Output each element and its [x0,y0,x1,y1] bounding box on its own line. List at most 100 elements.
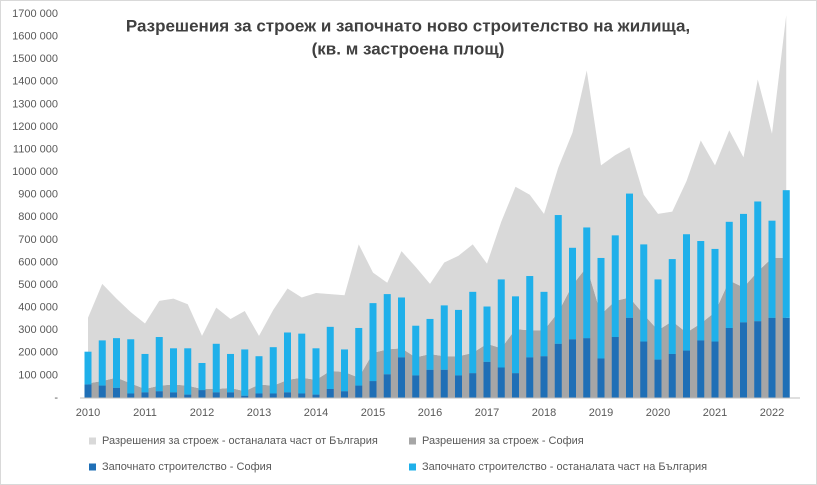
bar [554,215,562,344]
y-tick-label: 700 000 [18,234,58,246]
bar [269,347,277,394]
bar [141,392,149,398]
bar [754,201,762,322]
x-tick-label: 2020 [646,407,670,419]
legend-swatch [409,437,416,445]
bar [512,296,519,374]
bar [711,341,719,398]
bar [184,394,192,398]
y-tick-label: 900 000 [18,189,58,201]
x-tick-label: 2013 [247,407,271,419]
y-tick-label: 300 000 [18,324,58,336]
bar [740,213,747,323]
bar [326,326,334,389]
y-tick-label: 800 000 [18,211,58,223]
chart-title: (кв. м застроена площ) [312,39,505,58]
bar [426,369,434,398]
bar [198,390,206,398]
bar [626,317,633,398]
y-tick-label: 500 000 [18,279,58,291]
area [88,15,787,392]
bar [255,393,263,398]
bar [540,291,548,357]
bar [212,343,220,393]
bar [269,393,277,398]
bar [284,332,291,393]
bar [341,391,348,398]
bar [312,394,320,398]
bar [341,349,348,392]
bar [483,306,491,362]
x-tick-label: 2011 [133,407,157,419]
area [88,257,787,398]
bar [469,373,477,398]
y-tick-label: 1100 000 [13,143,58,155]
y-tick-label: - [54,392,58,404]
y-tick-label: 1400 000 [12,76,58,88]
y-tick-label: 1500 000 [12,53,58,65]
bar [241,349,249,396]
bar [597,257,605,359]
bar [497,279,505,368]
bar [455,375,462,398]
bar [697,241,705,341]
bar [198,362,206,391]
bar [583,227,591,339]
bar [398,297,405,358]
y-tick-label: 1700 000 [12,8,58,20]
bar [84,351,92,385]
legend-label: Разрешения за строеж - останалата част о… [102,435,378,447]
legend-swatch [409,463,416,471]
bar [284,392,291,398]
bar [440,369,448,398]
bar [540,356,548,398]
x-tick-label: 2015 [361,407,385,419]
x-tick-label: 2019 [589,407,613,419]
x-tick-label: 2012 [190,407,214,419]
bar [725,327,733,398]
bar [483,361,491,398]
bar [683,234,690,351]
y-tick-label: 600 000 [18,256,58,268]
chart-title: Разрешения за строеж и започнато ново ст… [126,16,690,35]
y-tick-label: 200 000 [18,347,58,359]
bar [369,381,377,398]
bar [526,357,534,398]
bar [569,339,576,398]
bar [227,392,234,398]
bar [711,248,719,342]
bar [611,235,619,338]
bar [668,353,676,398]
bar [170,348,177,393]
bar [426,318,434,370]
x-tick-label: 2014 [304,407,328,419]
bar [683,350,690,398]
bar [184,348,192,395]
x-tick-label: 2017 [475,407,499,419]
bar [469,291,477,374]
bar [127,393,135,398]
bar [455,309,462,376]
bar [412,325,420,376]
bar [398,357,405,398]
bar [497,367,505,398]
bar [611,337,619,398]
bar [170,392,177,398]
x-tick-label: 2016 [418,407,442,419]
y-tick-label: 1300 000 [12,98,58,110]
bar [141,353,149,393]
y-tick-label: 1600 000 [12,30,58,42]
bar [526,276,534,358]
bar [241,395,249,398]
legend-swatch [89,463,96,471]
bar [668,259,676,354]
bar [298,333,306,394]
bar [383,374,391,398]
bar [583,338,591,398]
bar [569,247,576,340]
bar [512,373,519,398]
bar [440,305,448,370]
x-tick-label: 2010 [76,407,100,419]
bar [782,190,790,318]
bar [227,353,234,393]
